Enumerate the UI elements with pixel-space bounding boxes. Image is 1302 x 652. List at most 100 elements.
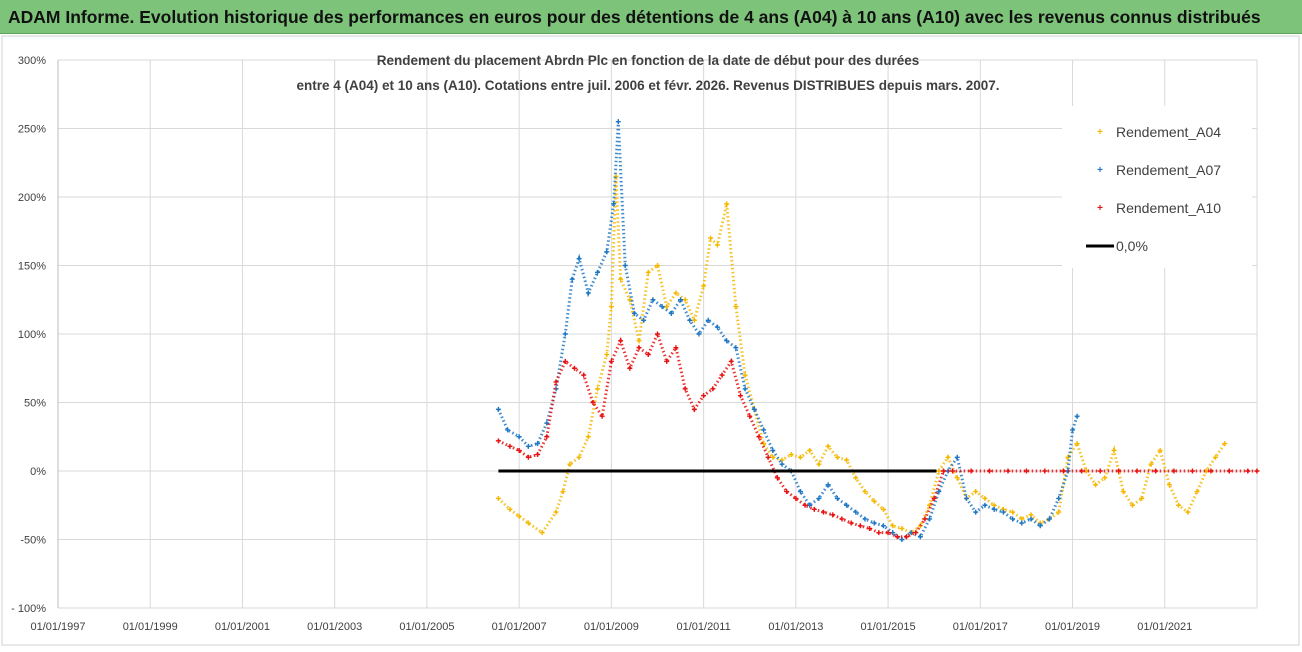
point-rendement_a04: [682, 297, 688, 303]
point-rendement_a10: [562, 358, 568, 364]
x-tick-label: 01/01/1997: [30, 621, 85, 633]
x-tick-label: 01/01/2019: [1045, 621, 1100, 633]
point-rendement_a07: [834, 495, 840, 501]
point-rendement_a10: [765, 454, 771, 460]
point-rendement_a10: [664, 358, 670, 364]
point-rendement_a04: [834, 454, 840, 460]
point-rendement_a04: [507, 506, 513, 512]
y-tick-label: 150%: [18, 261, 46, 273]
point-rendement_a10: [1226, 468, 1232, 474]
point-rendement_a10: [581, 372, 587, 378]
point-rendement_a07: [622, 263, 628, 268]
point-rendement_a07: [1046, 516, 1052, 522]
x-axis-ticks: 01/01/1997 01/01/1999 01/01/2001 01/01/2003…: [30, 621, 1192, 633]
point-rendement_a07: [585, 290, 591, 296]
point-rendement_a07: [761, 427, 767, 433]
point-rendement_a07: [525, 443, 531, 449]
point-rendement_a07: [880, 523, 886, 529]
point-rendement_a10: [894, 534, 900, 540]
point-rendement_a04: [655, 263, 660, 268]
point-rendement_a04: [899, 526, 905, 532]
point-rendement_a10: [1005, 468, 1011, 474]
point-rendement_a10: [848, 520, 854, 526]
point-rendement_a04: [708, 235, 714, 241]
point-rendement_a10: [876, 530, 882, 536]
y-tick-label: -50%: [20, 535, 46, 547]
point-rendement_a07: [770, 447, 776, 453]
point-rendement_a04: [770, 454, 776, 460]
point-rendement_a04: [1065, 454, 1071, 460]
point-rendement_a10: [618, 338, 624, 344]
point-rendement_a10: [784, 489, 790, 495]
point-rendement_a10: [1116, 468, 1122, 474]
point-rendement_a07: [1056, 495, 1062, 501]
x-tick-label: 01/01/2015: [861, 621, 916, 633]
x-tick-label: 01/01/2001: [215, 621, 270, 633]
y-tick-label: 50%: [24, 398, 46, 410]
point-rendement_a07: [569, 276, 575, 282]
point-rendement_a10: [673, 345, 679, 351]
point-rendement_a07: [1037, 523, 1043, 529]
y-tick-label: 100%: [18, 329, 46, 341]
point-rendement_a04: [1166, 482, 1172, 488]
point-rendement_a10: [728, 358, 734, 364]
point-rendement_a04: [825, 443, 831, 449]
point-rendement_a04: [604, 352, 610, 358]
point-rendement_a07: [650, 297, 656, 303]
point-rendement_a07: [751, 406, 757, 412]
point-rendement_a07: [516, 434, 522, 440]
point-rendement_a04: [724, 201, 730, 207]
y-axis-ticks: - 100% -50% 0% 50% 100% 150% 200% 250% 300%: [11, 55, 46, 615]
point-rendement_a04: [1129, 502, 1135, 508]
x-tick-label: 01/01/2003: [307, 621, 362, 633]
point-rendement_a10: [802, 502, 808, 508]
legend-label-zero: 0,0%: [1116, 238, 1148, 254]
point-rendement_a07: [604, 249, 610, 255]
legend-marker-a10: +: [1097, 203, 1103, 214]
point-rendement_a07: [779, 461, 785, 467]
point-rendement_a10: [655, 331, 660, 337]
x-tick-label: 01/01/2005: [399, 621, 454, 633]
point-rendement_a10: [747, 413, 753, 419]
point-rendement_a04: [560, 489, 566, 495]
point-rendement_a10: [793, 495, 799, 501]
point-rendement_a10: [507, 443, 513, 449]
point-rendement_a07: [1074, 413, 1080, 419]
point-rendement_a07: [844, 502, 850, 508]
chart-area: - 100% -50% 0% 50% 100% 150% 200% 250% 300% 01/0…: [0, 34, 1302, 647]
point-rendement_a10: [756, 434, 762, 440]
point-rendement_a10: [636, 345, 642, 351]
point-rendement_a04: [844, 457, 850, 463]
point-rendement_a04: [516, 513, 522, 519]
point-rendement_a10: [1245, 468, 1251, 474]
legend-box: [1062, 106, 1252, 268]
point-rendement_a10: [525, 454, 531, 460]
point-rendement_a04: [1010, 509, 1016, 515]
point-rendement_a10: [1042, 468, 1048, 474]
point-rendement_a10: [987, 468, 993, 474]
point-rendement_a04: [627, 297, 633, 303]
point-rendement_a04: [797, 454, 803, 460]
point-rendement_a07: [1010, 516, 1016, 522]
scatter-chart: - 100% -50% 0% 50% 100% 150% 200% 250% 300% 01/0…: [1, 35, 1300, 646]
point-rendement_a04: [1120, 489, 1126, 495]
point-rendement_a10: [968, 468, 974, 474]
point-rendement_a10: [1153, 468, 1159, 474]
point-rendement_a10: [922, 516, 928, 522]
point-rendement_a04: [1074, 441, 1080, 447]
point-rendement_a07: [1070, 427, 1076, 433]
point-rendement_a04: [807, 447, 813, 453]
point-rendement_a10: [904, 534, 910, 540]
point-rendement_a07: [742, 386, 748, 392]
point-rendement_a10: [1208, 468, 1214, 474]
point-rendement_a10: [1134, 468, 1140, 474]
point-rendement_a04: [973, 489, 979, 495]
point-rendement_a04: [608, 304, 614, 310]
y-tick-label: - 100%: [11, 603, 46, 615]
x-tick-label: 01/01/2013: [768, 621, 823, 633]
point-rendement_a04: [539, 530, 545, 536]
point-rendement_a07: [982, 502, 988, 508]
point-rendement_a10: [627, 365, 633, 371]
legend-marker-a07: +: [1097, 165, 1103, 176]
point-rendement_a10: [1171, 468, 1177, 474]
